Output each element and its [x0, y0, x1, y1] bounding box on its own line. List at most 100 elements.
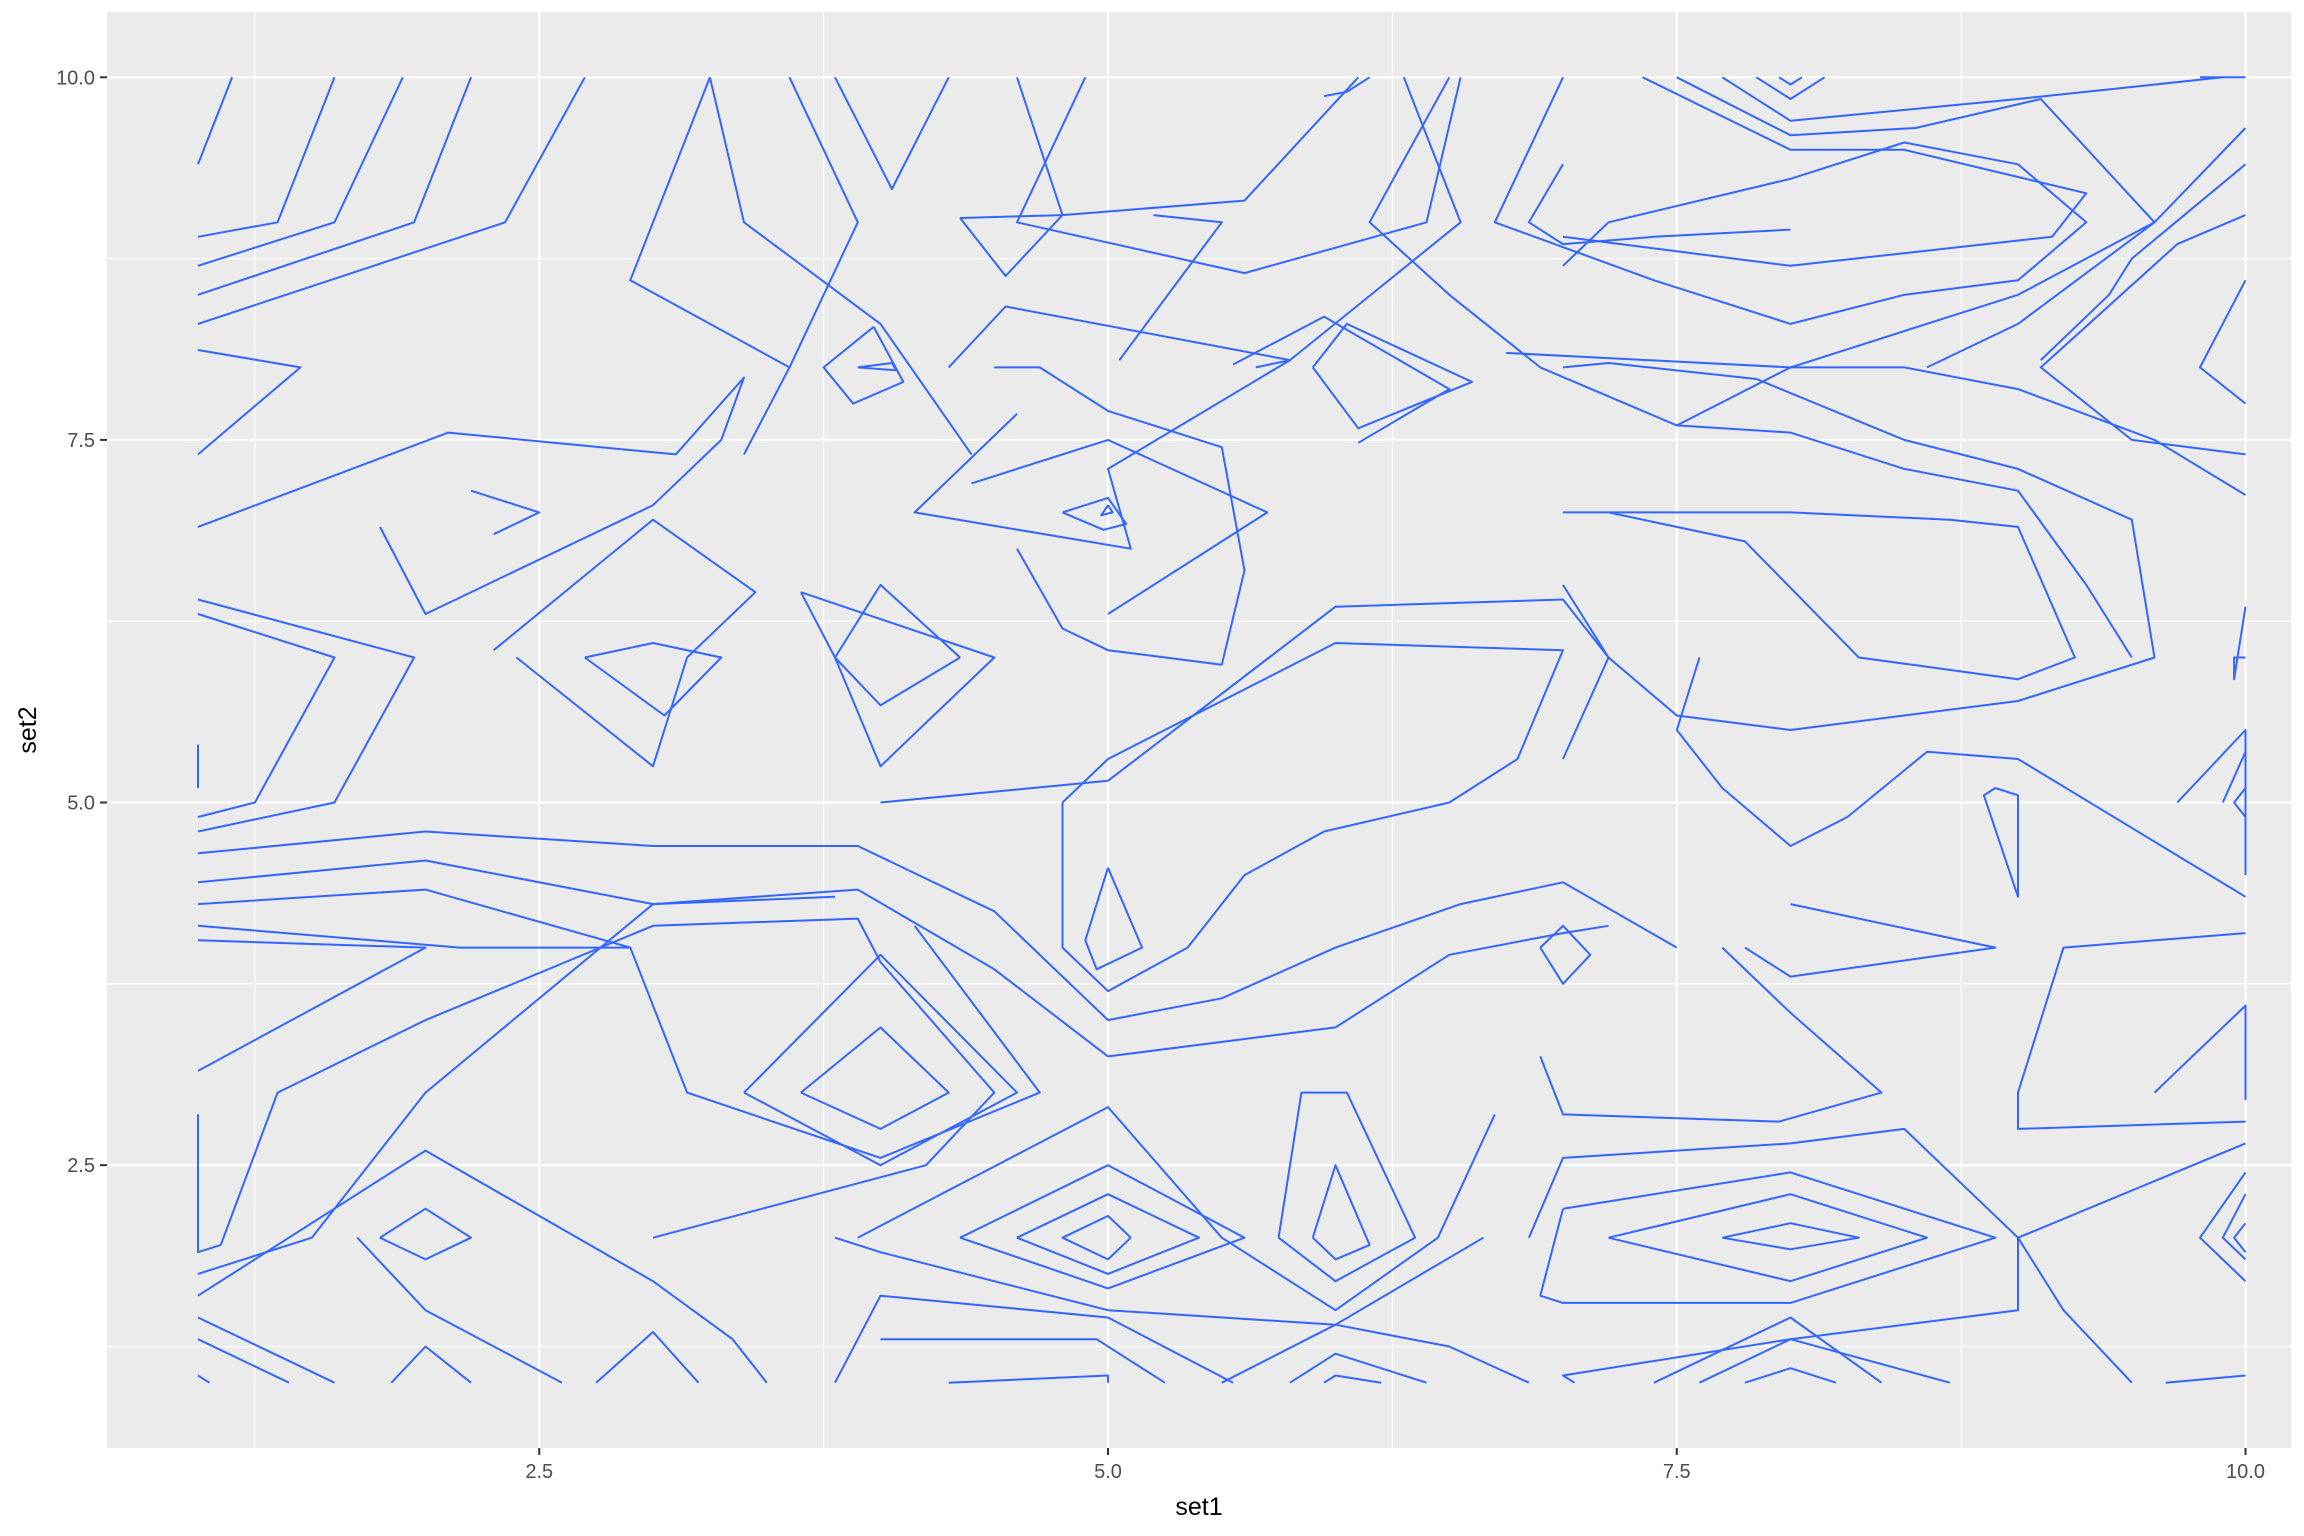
x-tick-label: 2.5 — [525, 1461, 553, 1483]
y-axis-title: set2 — [14, 706, 42, 753]
contour-line — [1084, 867, 1144, 971]
contour-line — [197, 349, 302, 456]
contour-line — [1982, 787, 2019, 898]
contour-line — [197, 1149, 768, 1384]
contour-line — [197, 76, 472, 296]
contour-line — [880, 1338, 1166, 1384]
contour-line — [994, 366, 1246, 666]
contour-line — [1311, 322, 1473, 430]
contour-line — [595, 1331, 700, 1384]
contour-line — [834, 76, 950, 190]
contour-line — [1016, 76, 1462, 275]
contour-line — [1744, 903, 1997, 978]
contour-line — [1016, 1193, 1200, 1275]
contour-line — [1562, 362, 2156, 731]
contour-line — [834, 1236, 1530, 1384]
contour-line — [857, 1106, 1496, 1312]
contour-line — [1539, 924, 1592, 985]
contour-line — [629, 76, 791, 455]
contour-line — [1506, 76, 2156, 369]
contour-line — [1539, 1171, 1997, 1304]
panel-background — [107, 12, 2291, 1448]
x-axis: 2.5 5.0 7.5 10.0 — [525, 1448, 2265, 1483]
contour-line — [1653, 1316, 1883, 1384]
contour-line — [822, 326, 905, 405]
contour-line — [2017, 932, 2246, 1130]
contour-line — [1323, 1374, 1382, 1384]
contour-line — [1061, 642, 1564, 993]
contour-line — [1675, 657, 2247, 898]
contour-line — [1744, 1367, 1837, 1384]
contour-line — [379, 1207, 472, 1261]
contour-line — [1676, 366, 2247, 496]
contour-line — [1721, 76, 2223, 122]
contour-line — [1699, 1338, 1951, 1384]
contour-line — [1061, 1214, 1132, 1261]
contour-line — [197, 895, 836, 1275]
contour-line — [880, 598, 1610, 804]
contour-line — [800, 1026, 950, 1130]
contour-line — [356, 1237, 563, 1384]
contour-line — [197, 1316, 335, 1384]
contour-line — [800, 591, 996, 768]
contour-line — [197, 859, 1609, 1058]
contour-line — [197, 939, 427, 1072]
contour-line — [197, 613, 336, 818]
contour-line — [2199, 279, 2247, 405]
contour-line — [1323, 76, 1371, 98]
contour-line — [197, 917, 996, 1254]
contour-line — [1539, 946, 1883, 1123]
contour-line — [708, 77, 973, 455]
contour-line — [1755, 76, 1826, 100]
contour-line — [1562, 76, 2088, 267]
contour-line — [959, 214, 1064, 277]
contour-line — [584, 642, 723, 717]
contour-line — [197, 1374, 210, 1384]
contour-line — [2221, 750, 2247, 839]
contour-line — [2233, 606, 2247, 681]
contour-line — [1563, 511, 2076, 681]
contour-line — [197, 888, 1041, 1159]
contour-line — [743, 953, 1018, 1167]
contour-line — [971, 438, 1269, 615]
contour-line — [2040, 163, 2247, 361]
contour-line — [1232, 315, 1451, 444]
contour-line — [197, 598, 416, 833]
contour-line — [1221, 1236, 1484, 1384]
y-tick-label: 5.0 — [67, 793, 95, 815]
contour-line — [470, 489, 541, 536]
contour-line — [1778, 76, 1803, 86]
contour-line — [1493, 76, 2088, 325]
contour-line — [197, 76, 586, 325]
contour-line — [1062, 496, 1128, 531]
contour-line — [2017, 1142, 2246, 1384]
contour-line — [1118, 214, 1223, 361]
contour-line — [2039, 214, 2246, 456]
contour-line — [1289, 1352, 1427, 1384]
contour-line — [2153, 1004, 2247, 1100]
contour-line — [913, 305, 1291, 550]
contour-line — [1311, 1164, 1371, 1261]
x-axis-title: set1 — [1175, 1493, 1222, 1521]
contour-line — [197, 924, 631, 949]
contour-line — [197, 1338, 290, 1384]
contour-line — [1722, 1222, 1860, 1251]
contour-line — [1926, 127, 2247, 369]
x-tick-label: 10.0 — [2226, 1461, 2265, 1483]
contour-line — [197, 830, 1678, 1022]
contour-line — [390, 1345, 472, 1384]
contour-line — [1368, 76, 2133, 659]
contour-line — [2233, 787, 2247, 818]
y-tick-label: 10.0 — [56, 67, 95, 89]
y-tick-label: 2.5 — [67, 1155, 95, 1177]
contour-line — [1100, 504, 1114, 517]
x-tick-label: 7.5 — [1663, 1461, 1691, 1483]
contour-line — [493, 518, 757, 768]
contour-line — [2199, 1171, 2247, 1282]
contour-line — [959, 1164, 1246, 1290]
contour-line — [1608, 1193, 1928, 1283]
y-axis: 2.5 5.0 7.5 10.0 — [56, 67, 107, 1177]
x-tick-label: 5.0 — [1094, 1461, 1122, 1483]
contour-lines — [197, 76, 2247, 1384]
